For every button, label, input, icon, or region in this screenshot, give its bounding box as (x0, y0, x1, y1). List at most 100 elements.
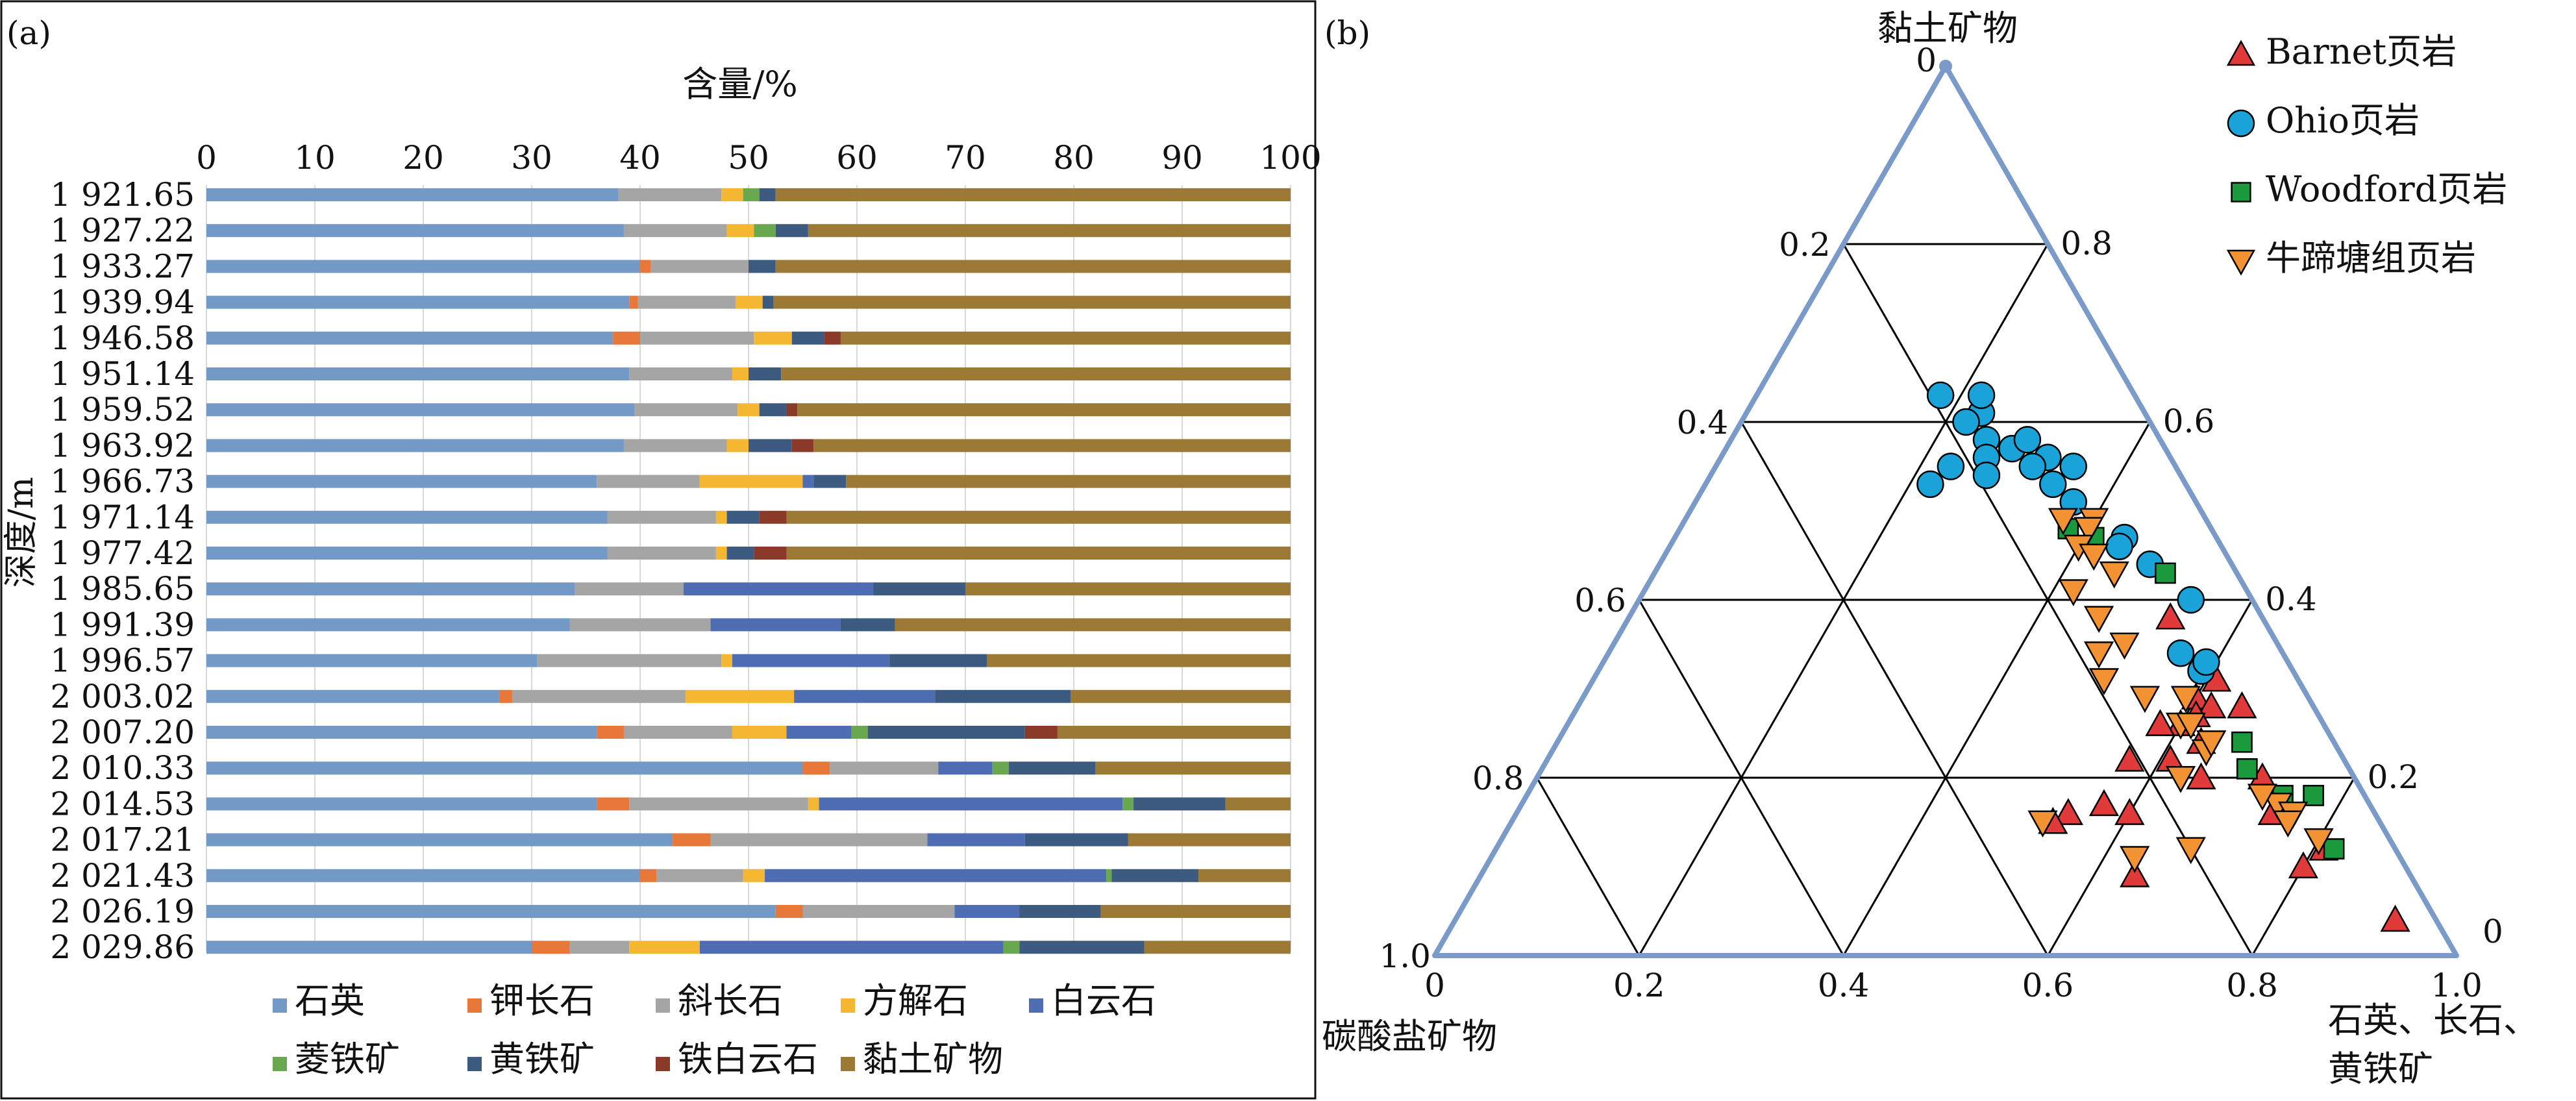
bar-segment (206, 761, 803, 775)
bar-segment (1057, 726, 1291, 739)
legend-label: Ohio页岩 (2266, 100, 2420, 141)
bar-segment (754, 331, 792, 345)
bar-segment (623, 439, 727, 452)
bar-segment (786, 726, 852, 739)
woodford-point (2323, 838, 2345, 860)
bar-segment (775, 260, 1291, 273)
legend-label: 白云石 (1051, 980, 1156, 1021)
bar-segment (206, 331, 613, 345)
bar-segment (206, 439, 624, 452)
bar-segment (206, 905, 776, 918)
bar-segment (206, 726, 597, 739)
legend-swatch (841, 1057, 855, 1071)
panel-a-label: (a) (6, 14, 51, 52)
bar-segment (749, 439, 792, 452)
bar-segment (623, 726, 732, 739)
bar-segment (927, 833, 1025, 847)
x-tick-label: 90 (1161, 139, 1203, 177)
bar-segment (802, 905, 955, 918)
y-category-label: 2 014.53 (50, 785, 195, 823)
legend-label: 黄铁矿 (489, 1039, 595, 1080)
legend-label: Barnet页岩 (2266, 31, 2457, 72)
bar-segment (569, 618, 711, 632)
niutitang-point (2196, 730, 2227, 758)
bar-segment (726, 510, 760, 524)
apex-marker (1939, 60, 1952, 73)
bar-segment (775, 224, 808, 238)
x-tick-label: 0 (196, 139, 217, 177)
bar-segment (759, 188, 776, 201)
bar-segment (206, 260, 640, 273)
bar-segment (206, 547, 608, 560)
left-tick-label: 0.2 (1779, 226, 1831, 264)
bar-segment (786, 510, 1291, 524)
bar-segment (673, 833, 711, 847)
ohio-point (2105, 532, 2133, 561)
niutitang-point (2175, 837, 2206, 865)
legend-swatch (656, 998, 670, 1013)
woodford-point (2155, 562, 2176, 584)
grid-line (1536, 777, 1641, 956)
bar-segment (1100, 905, 1291, 918)
niutitang-point (2048, 508, 2079, 536)
ternary-outline (1432, 64, 2459, 958)
bar-segment (699, 475, 803, 488)
bar-segment (206, 403, 635, 417)
bottom-tick-label: 0.2 (1613, 967, 1665, 1004)
bar-segment (786, 403, 798, 417)
niutitang-point (2175, 712, 2206, 740)
bar-segment (840, 618, 895, 632)
bar-segment (640, 869, 657, 882)
y-category-label: 1 933.27 (50, 247, 195, 285)
bar-segment (206, 618, 570, 632)
x-tick-label: 40 (619, 139, 661, 177)
woodford-point (2231, 182, 2251, 203)
bar-segment (699, 941, 1004, 954)
bar-segment (726, 439, 749, 452)
bar-segment (721, 654, 732, 667)
left-tick-label: 0 (1916, 42, 1937, 79)
ternary-frame (1432, 64, 2459, 958)
x-tick-label: 20 (402, 139, 444, 177)
y-category-label: 1 921.65 (50, 176, 195, 214)
bar-segment (743, 188, 760, 201)
woodford-point (2236, 758, 2258, 780)
bar-segment (987, 654, 1291, 667)
bar-segment (726, 224, 754, 238)
bar-segment (613, 331, 640, 345)
ternary-diagram: 黏土矿物 碳酸盐矿物 石英、长石、 黄铁矿 0 0.2 0.4 0.6 0.8 1.0 1.… (1322, 8, 2538, 1089)
niutitang-point (2247, 784, 2278, 811)
bar-segment (754, 224, 776, 238)
niutitang-point (2074, 517, 2104, 544)
bar-segment (537, 654, 722, 667)
y-category-label: 1 927.22 (50, 212, 195, 249)
chart-a-ylabel: 深度/m (2, 477, 41, 588)
niutitang-point (2120, 846, 2150, 873)
bar-segment (754, 547, 787, 560)
ohio-point (2177, 586, 2205, 614)
barnet-point (2186, 762, 2216, 790)
bar-segment (1024, 726, 1058, 739)
bar-segment (715, 547, 727, 560)
niutitang-point (2109, 632, 2140, 660)
niutitang-point (2088, 668, 2120, 695)
bar-segment (206, 188, 619, 201)
bar-segment (710, 618, 841, 632)
x-tick-label: 60 (836, 139, 878, 177)
bars (206, 188, 1291, 954)
data-points (1916, 381, 2410, 932)
bottom-tick-label: 0.8 (2226, 967, 2278, 1004)
legend-swatch (467, 1057, 482, 1071)
x-gridlines (206, 185, 1291, 951)
legend-swatch (467, 998, 482, 1013)
bar-segment (597, 726, 624, 739)
niutitang-point (2027, 810, 2058, 838)
bar-segment (846, 475, 1291, 488)
bar-segment (762, 295, 774, 309)
y-category-label: 1 939.94 (50, 284, 195, 321)
barnet-point (2053, 798, 2084, 825)
bar-segment (1024, 833, 1128, 847)
bar-segment (813, 475, 847, 488)
bar-segment (206, 582, 575, 596)
